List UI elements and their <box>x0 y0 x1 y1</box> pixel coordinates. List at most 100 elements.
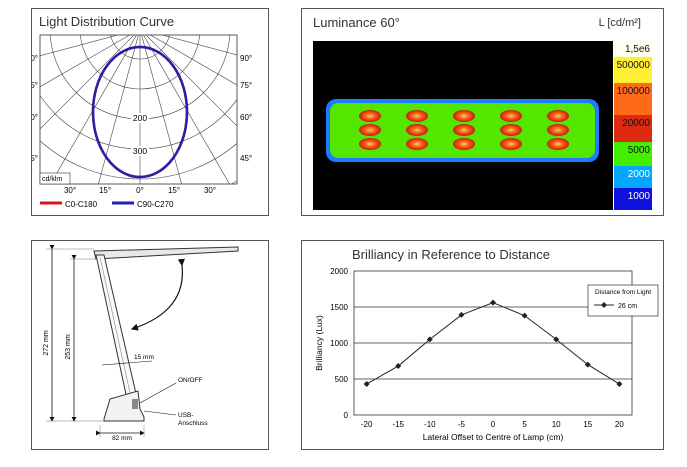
ldc-angle-right: 60° <box>240 113 252 122</box>
luminance-image: 1,5e6 500000 100000 20000 5000 2000 1000 <box>313 41 652 210</box>
led-hotspot <box>359 138 381 150</box>
ldc-spoke <box>149 35 237 86</box>
y-tick-label: 500 <box>335 375 349 384</box>
luminance-scale-band <box>614 115 652 142</box>
luminance-scale-label: 20000 <box>622 118 650 129</box>
y-tick-label: 2000 <box>330 267 348 276</box>
ldc-spoke <box>141 35 182 184</box>
ldc-spoke <box>40 35 135 130</box>
data-point <box>616 381 623 388</box>
luminance-scale-label: 1,5e6 <box>625 44 650 55</box>
ldc-bottom-label: 15° <box>99 186 111 195</box>
luminance-scale-label: 100000 <box>617 86 651 97</box>
x-tick-label: -15 <box>392 420 404 429</box>
usb-label-line2: Anschluss <box>178 420 208 427</box>
lamp-head <box>93 246 239 260</box>
data-point <box>458 311 465 318</box>
led-hotspot <box>500 124 522 136</box>
legend-c0-label: C0-C180 <box>65 200 98 209</box>
ldc-angle-right: 90° <box>240 54 252 63</box>
ldc-spoke <box>50 35 137 184</box>
brilliancy-panel: Brilliancy in Reference to Distance 0 500… <box>301 240 664 450</box>
dim-arm-label: 253 mm <box>65 334 72 359</box>
ldc-spoke <box>161 35 237 56</box>
ldc-polar-chart: 200 300 90° 75° 60° 45° 90° 75° 60° 45° 30° 15° 0° 15… <box>32 34 252 209</box>
ldc-bottom-label: 15° <box>168 186 180 195</box>
ldc-radial-label: 200 <box>133 113 147 123</box>
ldc-spoke <box>98 35 139 184</box>
x-tick-label: -20 <box>361 420 373 429</box>
luminance-scale-band <box>614 188 652 210</box>
dimensions-panel: 272 mm 253 mm 15 mm ON/OFF USB- Anschlus… <box>31 240 269 450</box>
luminance-title: Luminance 60° <box>313 15 400 30</box>
usb-callout <box>143 410 177 416</box>
ldc-spoke <box>40 35 119 57</box>
x-tick-label: 0 <box>491 420 496 429</box>
luminance-scale-band <box>614 166 652 188</box>
ldc-bottom-label: 30° <box>64 186 76 195</box>
lamp-arm <box>95 254 141 414</box>
brilliancy-title: Brilliancy in Reference to Distance <box>352 247 550 262</box>
luminance-leds <box>359 110 569 150</box>
ldc-radial-label-bg <box>131 113 149 123</box>
legend-marker <box>601 302 607 308</box>
luminance-panel: Luminance 60° L [cd/m²] 1,5e6 500000 10000… <box>301 8 664 216</box>
brilliancy-chart: 0 500 1000 1500 2000 -20 -15 -10 -5 0 5 10 15 20 Later… <box>314 267 659 442</box>
luminance-scale-label: 2000 <box>628 169 651 180</box>
led-hotspot <box>500 110 522 122</box>
data-point <box>553 336 560 343</box>
luminance-scale-label: 5000 <box>628 145 651 156</box>
y-tick-label: 1000 <box>330 339 348 348</box>
ldc-radial-label-bg <box>131 146 149 156</box>
data-point <box>490 299 496 306</box>
led-hotspot <box>453 138 475 150</box>
led-hotspot <box>359 110 381 122</box>
ldc-curves <box>91 45 189 179</box>
led-hotspot <box>406 124 428 136</box>
lamp-drawing: 272 mm 253 mm 15 mm ON/OFF USB- Anschlus… <box>43 245 239 442</box>
ldc-unit-label: cd/klm <box>42 176 62 183</box>
ldc-angle-right: 45° <box>240 154 252 163</box>
legend-box <box>587 284 659 317</box>
luminance-scale: 1,5e6 500000 100000 20000 5000 2000 1000 <box>614 41 652 210</box>
switch-label: ON/OFF <box>178 377 203 384</box>
led-hotspot <box>547 110 569 122</box>
luminance-scale-band <box>614 57 652 83</box>
ldc-angle-left: 45° <box>32 154 38 163</box>
legend-title: Distance from Light <box>595 289 651 296</box>
x-tick-label: 20 <box>615 420 624 429</box>
data-point <box>584 361 591 368</box>
ldc-angle-left: 60° <box>32 113 38 122</box>
y-tick-label: 1500 <box>330 303 348 312</box>
rotation-arrow <box>130 258 185 331</box>
x-tick-label: 5 <box>522 420 527 429</box>
ldc-bottom-label: 0° <box>136 186 144 195</box>
y-axis-label: Brilliancy (Lux) <box>314 315 324 371</box>
data-point <box>426 336 433 343</box>
x-axis-label: Lateral Offset to Centre of Lamp (cm) <box>423 432 564 442</box>
ldc-unit-box <box>39 172 71 185</box>
ldc-bottom-label: 30° <box>204 186 216 195</box>
ldc-grid-lines <box>40 35 237 184</box>
dim-total-label: 272 mm <box>43 330 50 355</box>
usb-label-line1: USB- <box>178 412 194 419</box>
ldc-spoke <box>145 35 237 127</box>
legend-c90-label: C90-C270 <box>137 200 174 209</box>
lamp-arm-edge <box>99 256 135 412</box>
switch-callout <box>139 382 177 404</box>
x-tick-label: 10 <box>552 420 561 429</box>
y-tick-label: 0 <box>344 411 349 420</box>
led-hotspot <box>547 138 569 150</box>
ldc-angle-left: 75° <box>32 81 38 90</box>
led-hotspot <box>453 110 475 122</box>
ldc-frame <box>39 34 238 185</box>
ldc-grid <box>39 34 238 185</box>
data-point <box>521 312 528 319</box>
led-hotspot <box>406 138 428 150</box>
luminance-scale-band <box>614 142 652 166</box>
led-hotspot <box>547 124 569 136</box>
data-point <box>363 381 370 388</box>
x-tick-label: -10 <box>424 420 436 429</box>
led-hotspot <box>406 110 428 122</box>
legend-series-label: 26 cm <box>618 303 637 310</box>
